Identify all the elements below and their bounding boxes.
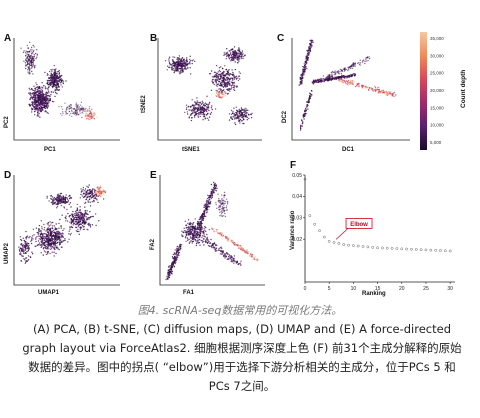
colorbar-tick-label: 35,000	[430, 36, 444, 41]
panel-d-axes	[13, 175, 120, 286]
panel-letter-d: D	[4, 170, 12, 181]
panel-f-point	[395, 247, 399, 250]
panel-e-xlabel: FA1	[183, 290, 195, 296]
panel-f-ylabel: Variance ratio	[290, 210, 296, 250]
panel-f-point	[439, 249, 442, 252]
panel-f-point	[443, 249, 447, 253]
colorbar-tick-label: 25,000	[430, 71, 444, 76]
elbow-box	[345, 218, 373, 229]
panel-f-point	[376, 246, 379, 250]
colorbar-tick-label: 15,000	[430, 105, 444, 110]
panel-f-point	[424, 248, 428, 252]
panel-f-point	[356, 244, 360, 248]
panel-f-point	[419, 248, 423, 252]
panel-b-points	[164, 46, 253, 126]
panel-f-point	[308, 214, 312, 218]
panel-f-point	[332, 241, 336, 244]
panel-f-point	[414, 248, 418, 251]
colorbar-tick-label: 10,000	[430, 123, 444, 128]
elbow-arrow	[335, 228, 349, 240]
panel-f-point	[352, 244, 355, 247]
panel-f-xtick-label: 15	[375, 286, 381, 292]
panel-a-xlabel: PC1	[44, 147, 56, 153]
panel-f-point	[400, 247, 404, 251]
panel-f-point	[342, 243, 346, 246]
colorbar-tick-label: 20,000	[430, 88, 444, 93]
panel-c-axes	[291, 38, 410, 141]
panel-a-points	[20, 41, 98, 121]
colorbar-title: Count depth	[460, 69, 467, 108]
panel-f-point	[313, 222, 317, 226]
figure-caption-title: 图4. scRNA-seq数据常用的可视化方法。	[137, 304, 343, 317]
panel-f-xtick-label: 25	[423, 286, 429, 292]
figure-caption-body: (A) PCA, (B) t-SNE, (C) diffusion maps, …	[22, 322, 462, 393]
panel-b-axes	[157, 38, 262, 141]
panel-f-axes	[304, 175, 455, 283]
colorbar	[420, 32, 427, 150]
panel-f-point	[390, 247, 394, 250]
panel-c-xlabel: DC1	[342, 147, 355, 153]
figure-canvas: 35,000 30,000 25,000 20,000 15,000 10,000 5,00…	[13, 32, 455, 292]
panel-letter-b: B	[150, 33, 158, 44]
panel-c-ylabel: DC2	[282, 110, 288, 123]
panel-d-xlabel: UMAP1	[38, 290, 60, 296]
panel-letter-f: F	[290, 160, 297, 171]
panel-c-points	[298, 39, 397, 131]
panel-e-ylabel: FA2	[150, 238, 156, 250]
panel-f-ytick-label: 0.04	[292, 194, 302, 200]
panel-e-axes	[159, 175, 265, 286]
panel-f-xlabel: Ranking	[362, 291, 386, 297]
panel-b-xlabel: tSNE1	[182, 147, 200, 153]
elbow-label: Elbow	[350, 222, 368, 228]
panel-f-ytick-label: 0.02	[292, 237, 302, 243]
panel-f-xtick-label: 10	[351, 286, 357, 292]
panel-f-point	[434, 248, 437, 252]
panel-f-point	[303, 177, 307, 181]
panel-f-xtick-label: 30	[447, 286, 453, 292]
panel-letter-a: A	[4, 33, 12, 44]
panel-e-points	[165, 181, 259, 281]
panel-f-point	[337, 242, 341, 245]
panel-f-xtick-label: 5	[328, 286, 331, 292]
panel-f-point	[448, 249, 452, 253]
panel-a-axes	[13, 38, 120, 141]
panel-f-ytick-label: 0.05	[292, 173, 302, 179]
panel-a-ylabel: PC2	[4, 116, 10, 128]
panel-f-point	[385, 246, 389, 250]
panel-f-point	[429, 248, 433, 252]
panel-f-point	[371, 245, 375, 249]
panel-letter-e: E	[150, 170, 157, 181]
panel-f-ytick-label: 0.03	[292, 216, 302, 222]
panel-f-point	[323, 235, 326, 239]
colorbar-tick-label: 30,000	[430, 53, 444, 58]
panel-f-point	[347, 243, 350, 247]
panel-f-point	[318, 229, 321, 232]
panel-f-point	[366, 245, 370, 249]
panel-d-points	[18, 184, 107, 264]
panel-f-xtick-label: 0	[304, 286, 307, 292]
panel-f-point	[381, 246, 384, 250]
panel-f-point	[410, 247, 413, 251]
panel-f-point	[327, 239, 331, 243]
panel-b-ylabel: tSNE2	[141, 95, 147, 113]
colorbar-tick-label: 5,000	[430, 140, 442, 145]
panel-f-xtick-label: 20	[399, 286, 405, 292]
panel-d-ylabel: UMAP2	[4, 242, 10, 264]
panel-f-point	[405, 247, 408, 251]
panel-f-point	[361, 245, 365, 248]
panel-letter-c: C	[277, 33, 285, 44]
